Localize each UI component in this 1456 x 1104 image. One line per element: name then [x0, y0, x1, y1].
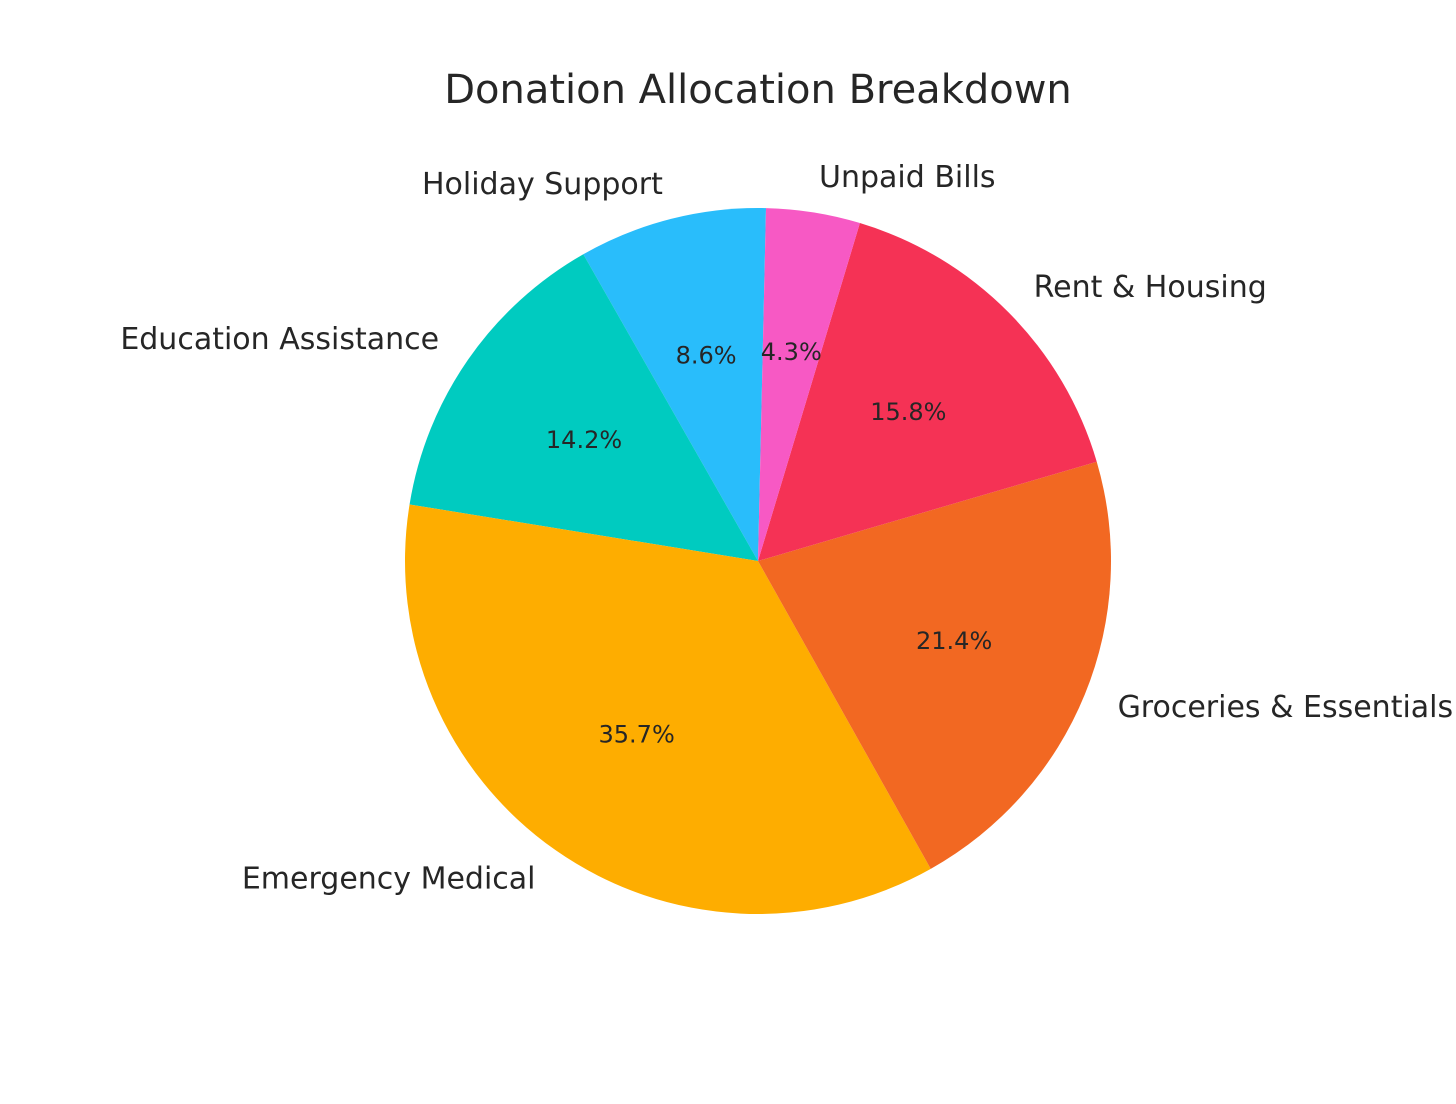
pct-label-unpaid-bills: 4.3% — [761, 338, 822, 366]
pct-label-education-assistance: 14.2% — [546, 426, 622, 454]
pie-slice-rent-and-housing — [758, 223, 1097, 561]
slice-label-education-assistance: Education Assistance — [120, 322, 439, 357]
pie-slice-education-assistance — [409, 254, 758, 562]
pie-labels: 8.6% Holiday Support 14.2% Education Assist… — [120, 160, 1453, 897]
pie-slice-unpaid-bills — [758, 208, 860, 561]
pie-slice-holiday-support — [583, 208, 767, 561]
slice-label-unpaid-bills: Unpaid Bills — [819, 160, 996, 195]
chart-title: Donation Allocation Breakdown — [444, 67, 1072, 113]
pie-slice-groceries-and-essentials — [758, 461, 1112, 869]
slice-label-groceries-and-essentials: Groceries & Essentials — [1118, 690, 1454, 725]
pct-label-emergency-medical: 35.7% — [599, 721, 675, 749]
slice-label-emergency-medical: Emergency Medical — [242, 862, 536, 897]
slice-label-holiday-support: Holiday Support — [422, 167, 663, 202]
slice-label-rent-and-housing: Rent & Housing — [1034, 270, 1267, 305]
pie-slice-emergency-medical — [405, 504, 931, 914]
pct-label-groceries-and-essentials: 21.4% — [916, 627, 992, 655]
pie-slices — [405, 208, 1112, 914]
pct-label-holiday-support: 8.6% — [676, 342, 737, 370]
pct-label-rent-and-housing: 15.8% — [870, 398, 946, 426]
